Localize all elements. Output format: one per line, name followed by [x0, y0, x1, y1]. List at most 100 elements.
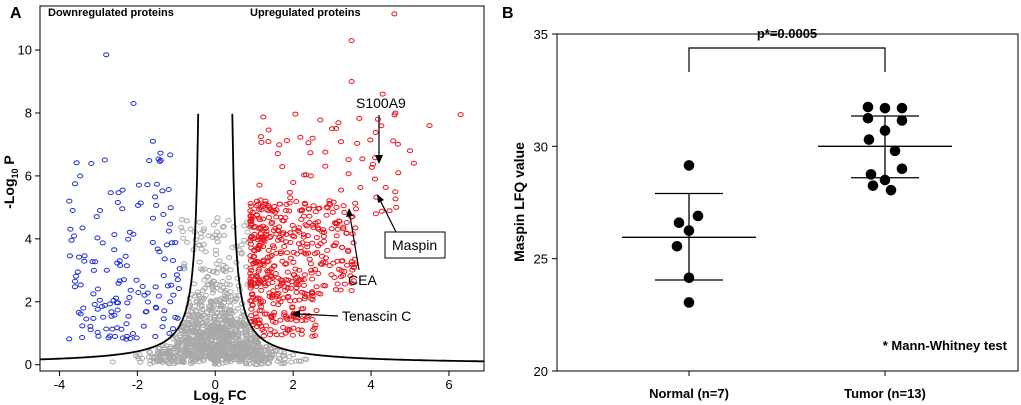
point-downregulated	[96, 208, 104, 213]
point-downregulated	[144, 182, 151, 188]
point-downregulated	[93, 214, 100, 220]
point-not-significant	[219, 279, 226, 284]
point-downregulated	[71, 284, 79, 290]
point-upregulated	[368, 164, 375, 170]
point-upregulated	[247, 253, 254, 259]
point-not-significant	[235, 337, 242, 343]
point-downregulated	[167, 205, 174, 211]
volcano-ticks: -4 -2 0 2 4 6 0 2 4 6 8 10	[18, 43, 453, 392]
point-upregulated	[281, 284, 288, 290]
point-upregulated	[285, 293, 292, 299]
point-not-significant	[201, 349, 208, 355]
point-not-significant	[244, 229, 251, 235]
point-not-significant	[290, 352, 297, 358]
point-downregulated	[170, 292, 177, 298]
point-downregulated	[144, 299, 151, 305]
point-not-significant	[161, 345, 168, 351]
point-not-significant	[197, 266, 204, 272]
point-upregulated	[350, 278, 357, 284]
point-upregulated	[298, 306, 305, 312]
point-upregulated	[276, 142, 283, 148]
point-not-significant	[274, 358, 281, 364]
point-upregulated	[248, 221, 255, 227]
annotation-label: Tenascin C	[342, 308, 411, 324]
point-upregulated	[307, 173, 314, 179]
point-not-significant	[209, 234, 216, 240]
upregulated-label: Upregulated proteins	[250, 7, 361, 19]
point-not-significant	[234, 348, 241, 354]
x-tick-label: 0	[212, 377, 219, 392]
point-downregulated	[142, 309, 149, 315]
point-not-significant	[216, 312, 223, 318]
point-upregulated	[386, 208, 393, 214]
point-upregulated	[292, 298, 299, 303]
point-upregulated	[279, 258, 286, 264]
point-upregulated	[392, 189, 399, 195]
point-upregulated	[262, 283, 269, 289]
point-not-significant	[192, 328, 199, 334]
point-upregulated	[247, 278, 254, 284]
point-upregulated	[255, 225, 262, 231]
threshold-curves	[40, 113, 484, 363]
x-tick-label: -4	[54, 377, 66, 392]
point-not-significant	[147, 358, 154, 364]
point-downregulated	[72, 273, 80, 279]
point-upregulated	[256, 277, 264, 283]
point-downregulated	[87, 323, 94, 329]
point-upregulated	[340, 203, 347, 209]
point-not-significant	[225, 275, 232, 281]
point-not-significant	[189, 322, 196, 327]
point-upregulated	[343, 220, 350, 225]
point-not-significant	[180, 266, 187, 272]
point-upregulated	[328, 226, 335, 232]
point-not-significant	[280, 350, 288, 356]
point-upregulated	[271, 310, 278, 315]
point-downregulated	[166, 221, 174, 227]
point-upregulated	[309, 290, 316, 296]
point-upregulated	[335, 218, 342, 224]
point-not-significant	[200, 295, 207, 301]
annotation-maspin: Maspin	[377, 194, 446, 259]
point-not-significant	[238, 251, 245, 257]
point-upregulated	[293, 199, 300, 204]
point-upregulated	[258, 139, 265, 145]
point-upregulated	[263, 228, 270, 234]
point-upregulated	[252, 296, 260, 302]
point-not-significant	[189, 328, 196, 334]
point-downregulated	[149, 215, 157, 221]
point-not-significant	[223, 321, 230, 327]
point-not-significant	[275, 356, 283, 362]
point-downregulated	[152, 194, 159, 200]
point-not-significant	[139, 355, 146, 361]
point-downregulated	[154, 246, 161, 252]
point-upregulated	[249, 302, 256, 308]
maspin-dot-plot: B 20 25 30 35 Normal (n=7) Tumor (n=13) p*=0.…	[502, 5, 1019, 401]
point-not-significant	[226, 299, 233, 305]
mean-sd-bars	[622, 115, 952, 281]
point-not-significant	[280, 361, 287, 367]
point-upregulated	[257, 134, 264, 140]
data-point	[863, 134, 875, 145]
point-upregulated	[247, 201, 254, 206]
point-downregulated	[139, 284, 146, 289]
point-upregulated	[247, 234, 255, 240]
point-not-significant	[238, 314, 245, 320]
point-upregulated	[304, 233, 311, 239]
panel-letter-b: B	[502, 5, 514, 22]
point-upregulated	[265, 215, 272, 220]
point-upregulated	[310, 222, 317, 228]
point-upregulated	[256, 206, 263, 212]
point-upregulated	[322, 163, 329, 169]
data-point	[692, 210, 704, 222]
point-not-significant	[215, 354, 222, 360]
point-not-significant	[194, 289, 202, 295]
point-upregulated	[251, 231, 258, 237]
point-not-significant	[227, 267, 234, 273]
point-not-significant	[227, 356, 234, 362]
point-downregulated	[163, 242, 170, 248]
point-downregulated	[135, 202, 142, 208]
point-upregulated	[393, 204, 400, 210]
point-upregulated	[322, 149, 329, 155]
point-upregulated	[293, 280, 300, 286]
point-upregulated	[268, 314, 275, 320]
